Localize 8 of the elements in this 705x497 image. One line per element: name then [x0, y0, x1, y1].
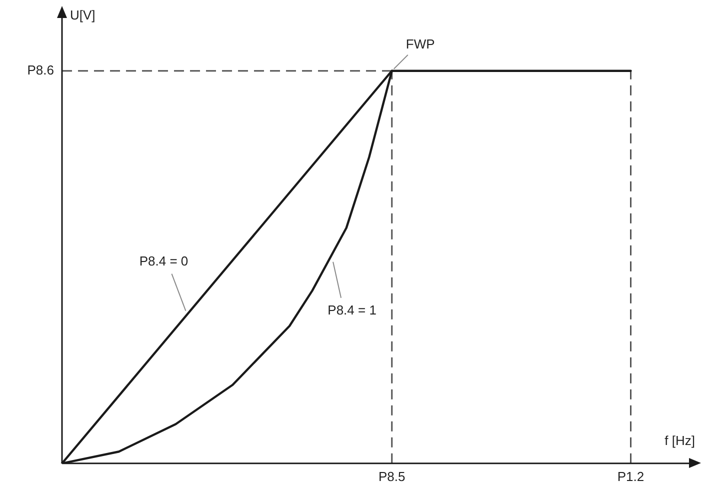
series-label: P8.4 = 1 — [328, 302, 376, 318]
x-tick-label: P1.2 — [617, 468, 644, 484]
y-axis-title: U[V] — [70, 8, 96, 23]
x-tick-label: P8.5 — [378, 468, 406, 484]
text: P8.4 = 0 — [139, 253, 188, 268]
ref-line-label: P8.6 — [27, 62, 54, 78]
x-axis-title: f [Hz] — [664, 432, 695, 448]
annotation: FWP — [406, 36, 435, 52]
